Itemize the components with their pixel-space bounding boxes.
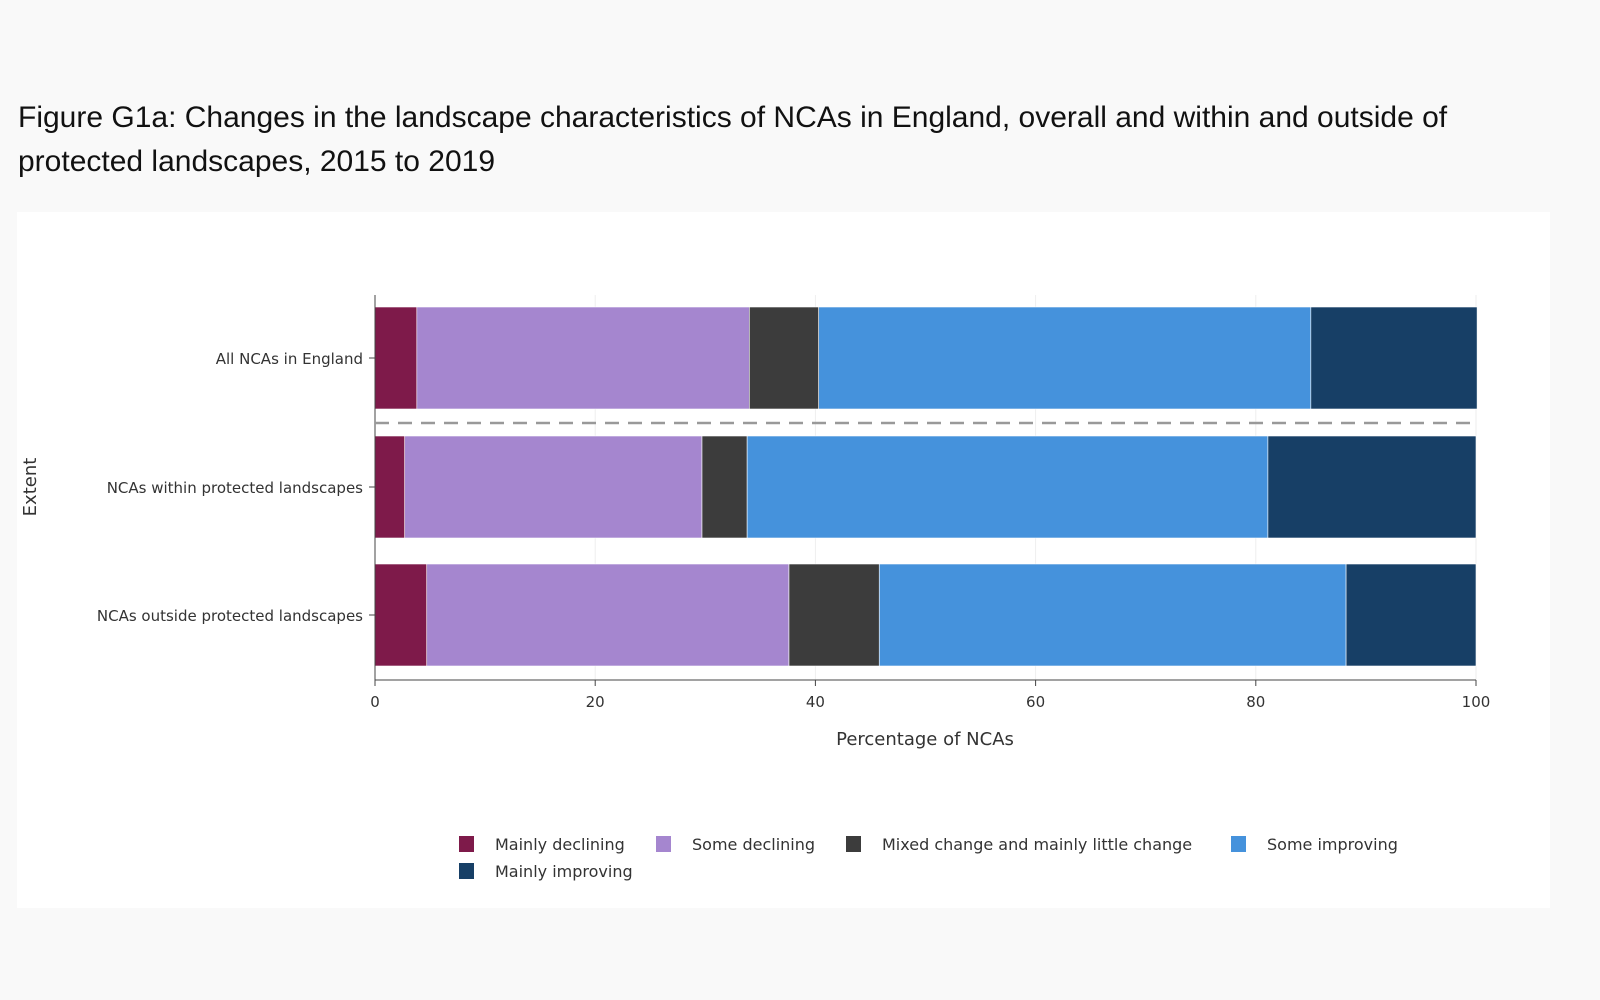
- bar-segment: [404, 435, 703, 539]
- x-tick-label: 0: [370, 693, 380, 711]
- x-axis-title: Percentage of NCAs: [836, 729, 1014, 750]
- legend-swatch: [656, 836, 671, 852]
- y-tick-label: NCAs within protected landscapes: [107, 479, 363, 497]
- bar-segment: [749, 306, 820, 410]
- y-axis-title: Extent: [20, 458, 41, 517]
- bar-segment: [878, 563, 1347, 667]
- legend-label: Some improving: [1267, 835, 1398, 854]
- y-tick-label: All NCAs in England: [216, 350, 363, 368]
- bar-segment: [374, 306, 418, 410]
- bar-segment: [416, 306, 750, 410]
- bar-segment: [1345, 563, 1477, 667]
- legend-label: Mainly improving: [495, 862, 633, 881]
- x-tick-label: 20: [586, 693, 605, 711]
- x-tick-label: 60: [1026, 693, 1045, 711]
- legend-swatch: [459, 836, 474, 852]
- bar-segment: [1310, 306, 1478, 410]
- x-tick-label: 100: [1462, 693, 1491, 711]
- bar-segment: [701, 435, 748, 539]
- bar-segment: [426, 563, 790, 667]
- bar-segment: [374, 435, 406, 539]
- x-tick-label: 40: [806, 693, 825, 711]
- bar-segment: [1267, 435, 1477, 539]
- legend-swatch: [1231, 836, 1246, 852]
- legend-swatch: [846, 836, 861, 852]
- bar-segment: [818, 306, 1312, 410]
- bar-segment: [374, 563, 428, 667]
- bar-segment: [788, 563, 880, 667]
- legend-label: Some declining: [692, 835, 815, 854]
- x-tick-label: 80: [1246, 693, 1265, 711]
- chart-title: Figure G1a: Changes in the landscape cha…: [18, 101, 1448, 178]
- bar-segment: [746, 435, 1269, 539]
- y-tick-label: NCAs outside protected landscapes: [97, 607, 363, 625]
- legend-label: Mixed change and mainly little change: [882, 835, 1192, 854]
- legend-swatch: [459, 863, 474, 879]
- legend-label: Mainly declining: [495, 835, 625, 854]
